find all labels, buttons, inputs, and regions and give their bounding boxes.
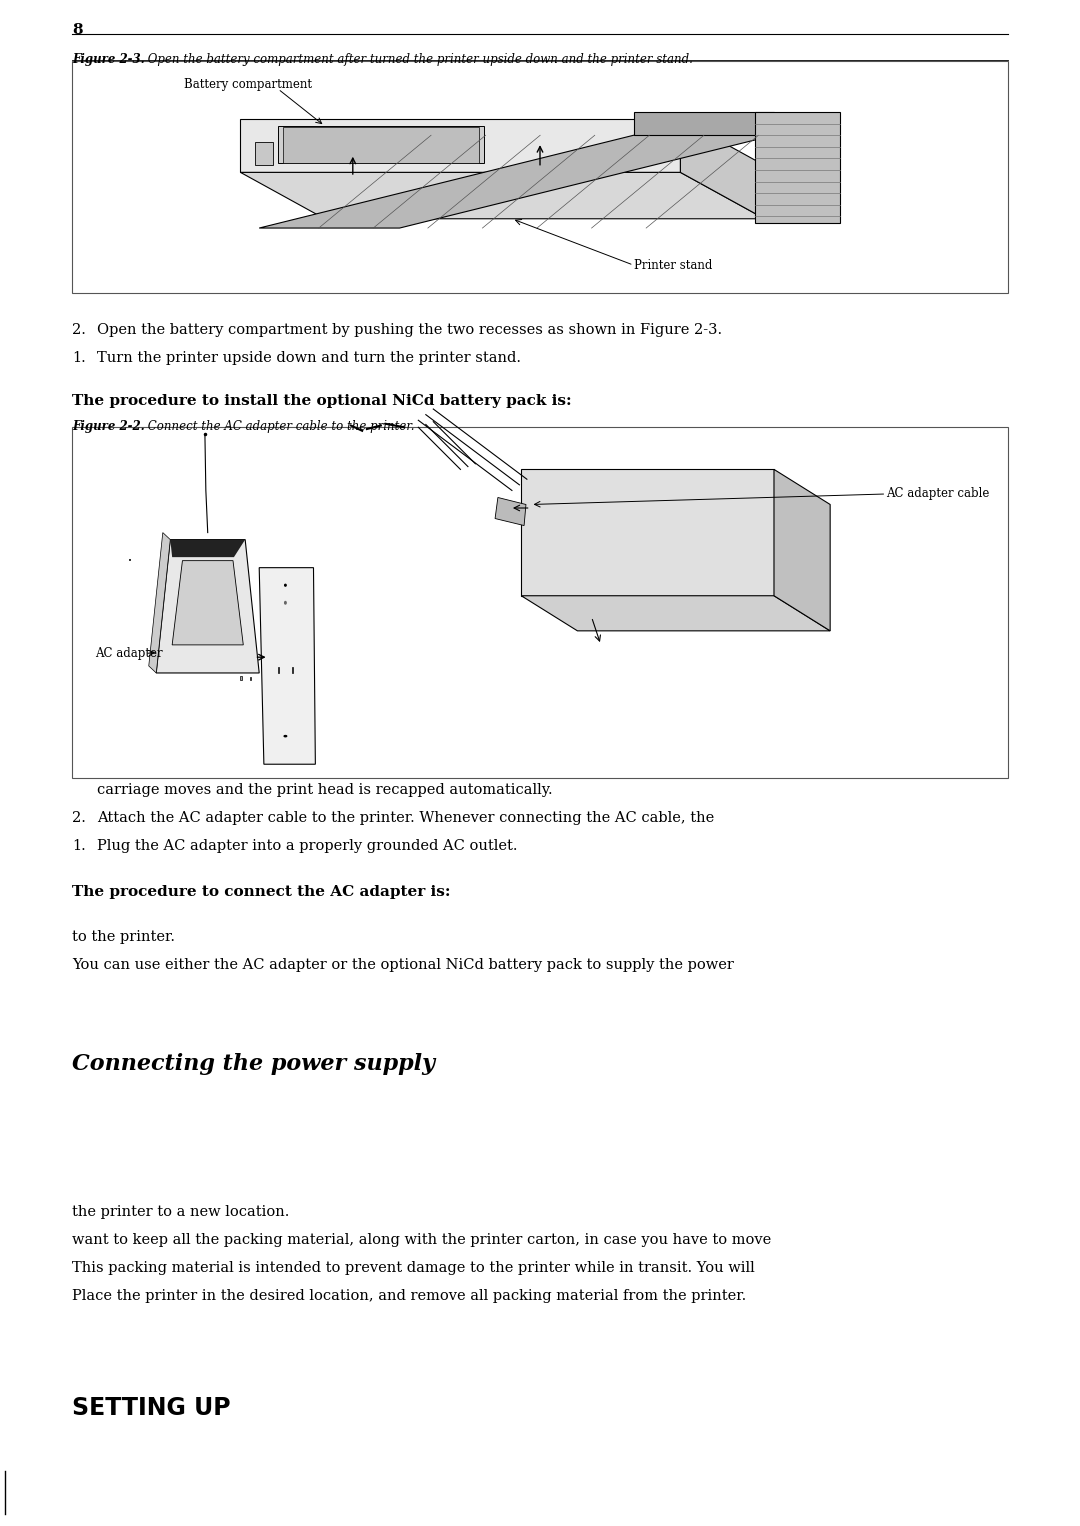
Text: AC adapter cable: AC adapter cable [887,487,989,501]
Ellipse shape [285,584,286,586]
Polygon shape [259,136,774,227]
Text: This packing material is intended to prevent damage to the printer while in tran: This packing material is intended to pre… [72,1260,755,1276]
Ellipse shape [285,601,286,604]
Text: Attach the AC adapter cable to the printer. Whenever connecting the AC cable, th: Attach the AC adapter cable to the print… [97,812,714,826]
Text: Battery compartment: Battery compartment [185,78,312,90]
Text: 2.: 2. [72,812,86,826]
Text: SETTING UP: SETTING UP [72,1396,231,1421]
Text: 2.: 2. [72,324,86,337]
Bar [249,678,251,681]
Polygon shape [241,172,765,218]
Polygon shape [157,540,259,673]
Text: •: • [129,557,132,563]
Text: Figure 2-3.: Figure 2-3. [72,53,145,67]
Text: Connect the AC adapter cable to the printer.: Connect the AC adapter cable to the prin… [144,420,415,433]
Polygon shape [522,595,831,630]
Polygon shape [755,111,839,223]
FancyBboxPatch shape [72,61,1008,293]
Bar [241,676,243,681]
Text: to the printer.: to the printer. [72,929,175,945]
Text: AC adapter: AC adapter [95,647,163,661]
Text: Open the battery compartment after turned the printer upside down and the printe: Open the battery compartment after turne… [144,53,693,67]
Polygon shape [634,111,774,136]
Polygon shape [278,127,484,163]
Text: The procedure to connect the AC adapter is:: The procedure to connect the AC adapter … [72,885,450,899]
Text: You can use either the AC adapter or the optional NiCd battery pack to supply th: You can use either the AC adapter or the… [72,958,734,972]
Polygon shape [255,142,273,165]
Polygon shape [774,470,831,630]
Text: The procedure to install the optional NiCd battery pack is:: The procedure to install the optional Ni… [72,394,571,407]
Text: Plug the AC adapter into a properly grounded AC outlet.: Plug the AC adapter into a properly grou… [97,839,517,853]
Polygon shape [259,568,315,765]
Text: carriage moves and the print head is recapped automatically.: carriage moves and the print head is rec… [97,783,553,797]
Text: 8: 8 [72,23,83,37]
Text: Turn the printer upside down and turn the printer stand.: Turn the printer upside down and turn th… [97,351,521,365]
Text: want to keep all the packing material, along with the printer carton, in case yo: want to keep all the packing material, a… [72,1233,771,1247]
FancyBboxPatch shape [72,427,1008,778]
Polygon shape [149,533,171,673]
Text: Connecting the power supply: Connecting the power supply [72,1053,435,1074]
Text: the printer to a new location.: the printer to a new location. [72,1206,289,1219]
Polygon shape [171,540,245,557]
Polygon shape [522,470,774,595]
Text: 1.: 1. [72,351,85,365]
Polygon shape [172,560,243,645]
Text: Figure 2-2.: Figure 2-2. [72,420,145,433]
Polygon shape [241,119,680,172]
Text: Open the battery compartment by pushing the two recesses as shown in Figure 2-3.: Open the battery compartment by pushing … [97,324,723,337]
Bar [283,127,480,163]
Text: Printer stand: Printer stand [634,259,712,272]
Text: Place the printer in the desired location, and remove all packing material from : Place the printer in the desired locatio… [72,1289,746,1303]
Text: 1.: 1. [72,839,85,853]
Polygon shape [495,497,526,525]
Polygon shape [680,119,765,218]
